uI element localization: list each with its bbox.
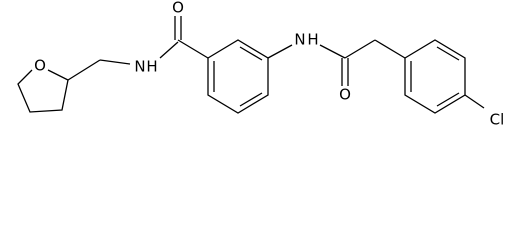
aromatic-bond (436, 46, 460, 61)
bond (99, 59, 131, 65)
atom-label: O (34, 57, 46, 75)
bonds (17, 16, 485, 114)
atom-labels: O N H O N H O Cl (34, 0, 504, 129)
aromatic-bond (239, 92, 263, 107)
thf-ring (17, 69, 69, 113)
bond (374, 39, 406, 59)
aromatic-bond (239, 46, 263, 61)
bond (464, 94, 485, 109)
atom-label: O (339, 86, 351, 104)
bond (67, 59, 101, 81)
bond (159, 41, 179, 59)
atom-label: N (134, 58, 145, 76)
bond (319, 44, 346, 59)
atom-label: N (294, 31, 305, 49)
aromatic-bond (436, 92, 460, 107)
benzene-ring (404, 39, 466, 114)
bond (267, 44, 293, 59)
atom-label: H (307, 31, 318, 49)
bond (344, 39, 376, 59)
atom-label: O (172, 0, 184, 17)
molecule-diagram: O N H O N H O Cl (17, 0, 504, 129)
bond (177, 39, 209, 59)
benzene-ring (207, 39, 269, 114)
atom-label: H (146, 58, 157, 76)
atom-label: Cl (490, 111, 505, 129)
